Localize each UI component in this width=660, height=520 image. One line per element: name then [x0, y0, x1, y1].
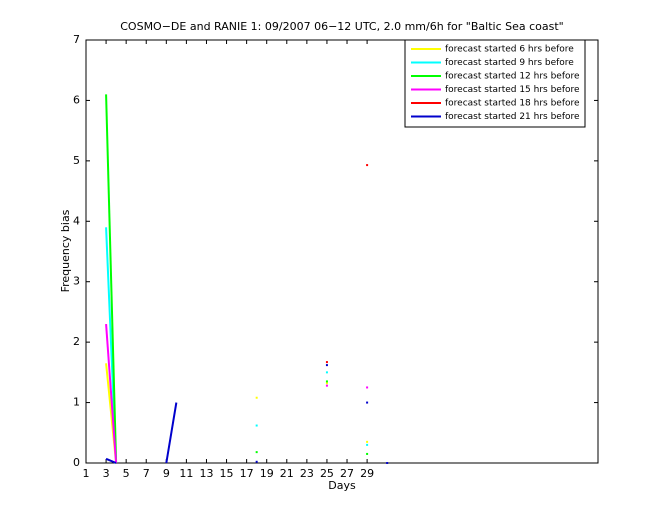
- x-tick-label: 7: [143, 467, 150, 480]
- legend-box: [404, 39, 586, 128]
- x-tick-label: 1: [83, 467, 90, 480]
- chart-title: COSMO−DE and RANIE 1: 09/2007 06−12 UTC,…: [120, 20, 563, 33]
- x-axis-label: Days: [328, 479, 356, 492]
- x-tick-label: 13: [199, 467, 213, 480]
- y-tick-label: 0: [73, 456, 80, 469]
- x-tick-label: 21: [280, 467, 294, 480]
- y-tick-label: 4: [73, 214, 80, 227]
- x-tick-label: 25: [320, 467, 334, 480]
- x-tick-label: 5: [123, 467, 130, 480]
- x-tick-label: 27: [340, 467, 354, 480]
- legend-label: forecast started 12 hrs before: [445, 72, 580, 82]
- y-tick-label: 5: [73, 154, 80, 167]
- y-tick-label: 6: [73, 93, 80, 106]
- series-line: [105, 457, 117, 464]
- series-line: [105, 94, 118, 464]
- x-tick-label: 15: [220, 467, 234, 480]
- legend-label: forecast started 9 hrs before: [445, 58, 574, 68]
- series-line: [105, 323, 118, 464]
- x-tick-label: 17: [240, 467, 254, 480]
- y-tick-label: 2: [73, 335, 80, 348]
- y-tick-label: 7: [73, 33, 80, 46]
- legend-label: forecast started 18 hrs before: [445, 99, 580, 109]
- x-tick-label: 11: [179, 467, 193, 480]
- legend-label: forecast started 15 hrs before: [445, 85, 580, 95]
- x-tick-label: 23: [300, 467, 314, 480]
- y-tick-label: 1: [73, 396, 80, 409]
- y-tick-label: 3: [73, 275, 80, 288]
- legend-label: forecast started 6 hrs before: [445, 45, 574, 55]
- legend-label: forecast started 21 hrs before: [445, 112, 580, 122]
- series-line: [165, 402, 178, 464]
- x-tick-label: 9: [163, 467, 170, 480]
- x-tick-label: 3: [103, 467, 110, 480]
- y-axis-label: Frequency bias: [59, 209, 72, 292]
- x-tick-label: 29: [360, 467, 374, 480]
- legend: forecast started 6 hrs before forecast st…: [404, 39, 586, 128]
- x-tick-label: 19: [260, 467, 274, 480]
